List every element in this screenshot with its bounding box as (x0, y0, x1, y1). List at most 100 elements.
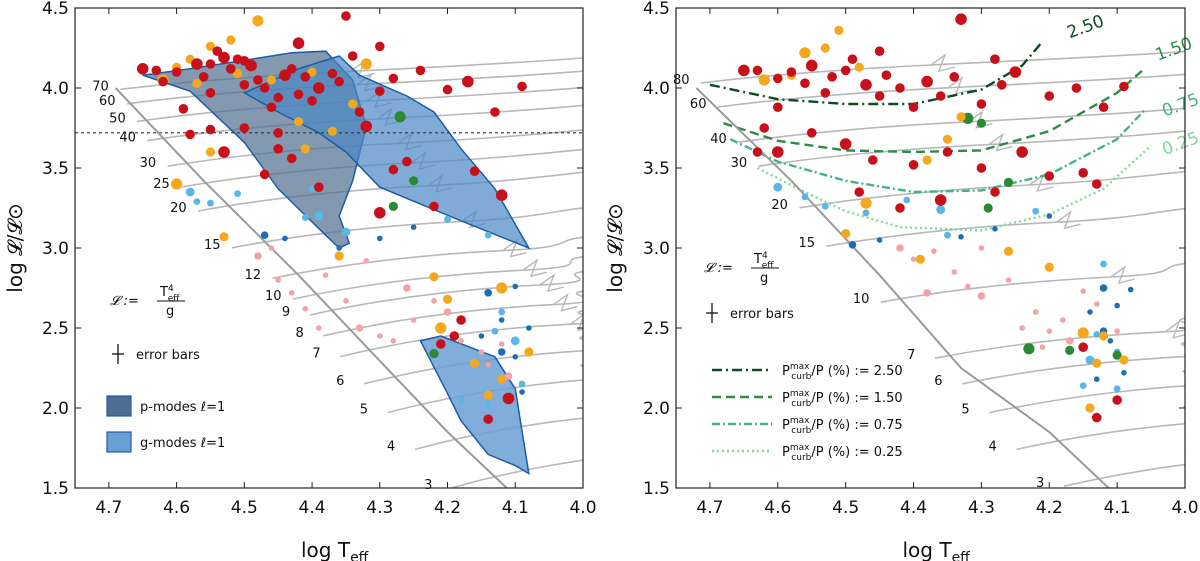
y-tick-label: 4.0 (42, 79, 69, 99)
star-marker (1077, 327, 1089, 339)
star-marker (363, 258, 370, 264)
star-marker (327, 68, 338, 79)
star-marker (990, 54, 1000, 64)
track-hook (1028, 173, 1054, 193)
star-marker (1091, 179, 1102, 189)
star-marker (910, 256, 917, 263)
star-marker (923, 289, 931, 297)
mass-label: 30 (731, 156, 748, 171)
star-marker (348, 99, 358, 109)
star-marker (301, 214, 309, 222)
mass-label: 8 (295, 326, 303, 341)
mass-label: 10 (853, 292, 870, 307)
star-marker (512, 283, 519, 290)
evolutionary-track (962, 342, 1185, 385)
star-marker (806, 128, 817, 138)
star-marker (935, 91, 946, 101)
track-hook (594, 340, 618, 356)
star-marker (1098, 331, 1109, 341)
star-marker (1044, 91, 1055, 101)
track-hook (930, 53, 956, 73)
star-marker (429, 272, 439, 282)
x-axis-title: log Teff (301, 538, 369, 561)
zams-line (114, 87, 509, 488)
mass-label: 20 (771, 198, 788, 213)
formula-lhs: 𝓛 := (110, 294, 139, 309)
star-marker (292, 37, 305, 49)
y-axis-title: log 𝓛/𝓛⊙ (603, 203, 627, 292)
plot-area (695, 13, 1200, 488)
star-marker (1092, 358, 1102, 368)
star-marker (1119, 81, 1129, 92)
star-marker (374, 207, 386, 219)
star-marker (390, 338, 397, 344)
star-marker (219, 232, 229, 242)
evolutionary-track (309, 270, 583, 316)
star-marker (478, 349, 485, 355)
star-marker (908, 160, 919, 170)
star-marker (1091, 412, 1102, 423)
track-hook (682, 441, 706, 457)
star-marker (841, 229, 851, 239)
star-marker (510, 336, 520, 346)
instability-region (419, 335, 530, 476)
mass-label: 80 (673, 73, 690, 88)
mass-label: 7 (907, 348, 915, 363)
star-marker (375, 41, 385, 52)
star-marker (218, 146, 230, 158)
star-marker (429, 349, 439, 359)
star-marker (1039, 344, 1046, 351)
star-marker (314, 211, 324, 221)
star-marker (942, 147, 953, 157)
star-marker (524, 347, 534, 357)
star-marker (377, 235, 383, 242)
x-tick-label: 4.1 (1104, 498, 1131, 518)
track-hook (1192, 346, 1200, 362)
x-tick-label: 4.2 (1036, 498, 1063, 518)
star-marker (360, 58, 372, 70)
star-marker (800, 78, 810, 88)
star-marker (388, 73, 399, 84)
star-marker (442, 294, 453, 304)
star-marker (976, 118, 987, 128)
x-tick-label: 4.2 (434, 498, 461, 518)
mass-label: 6 (336, 374, 344, 389)
evolutionary-track (292, 256, 583, 300)
star-marker (860, 79, 872, 91)
star-marker (860, 197, 872, 209)
star-marker (252, 15, 264, 27)
star-marker (512, 354, 519, 360)
star-marker (185, 129, 195, 140)
star-marker (958, 234, 964, 240)
star-marker (840, 65, 851, 76)
y-tick-label: 4.5 (643, 0, 670, 19)
star-marker (1112, 395, 1122, 405)
star-marker (976, 99, 987, 109)
star-marker (234, 190, 241, 198)
x-tick-label: 4.6 (764, 498, 791, 518)
star-marker (903, 196, 911, 204)
star-marker (1112, 350, 1122, 360)
star-marker (293, 89, 304, 100)
evolutionary-track (758, 130, 1185, 167)
star-marker (431, 298, 437, 304)
evolutionary-track (826, 207, 1185, 247)
mass-label: 6 (934, 374, 942, 389)
star-marker (394, 111, 406, 123)
evolutionary-track (272, 236, 583, 279)
y-tick-label: 3.0 (643, 239, 670, 259)
star-marker (758, 74, 770, 86)
star-marker (1093, 376, 1100, 383)
track-hook (1056, 210, 1081, 230)
star-marker (327, 126, 337, 136)
track-hook (553, 292, 578, 312)
track-hook (618, 368, 642, 384)
star-marker (314, 182, 324, 192)
star-marker (484, 289, 492, 297)
star-marker (1046, 213, 1053, 219)
star-marker (498, 317, 505, 323)
star-marker (490, 107, 500, 117)
star-marker (862, 209, 870, 217)
star-marker (990, 187, 1000, 197)
